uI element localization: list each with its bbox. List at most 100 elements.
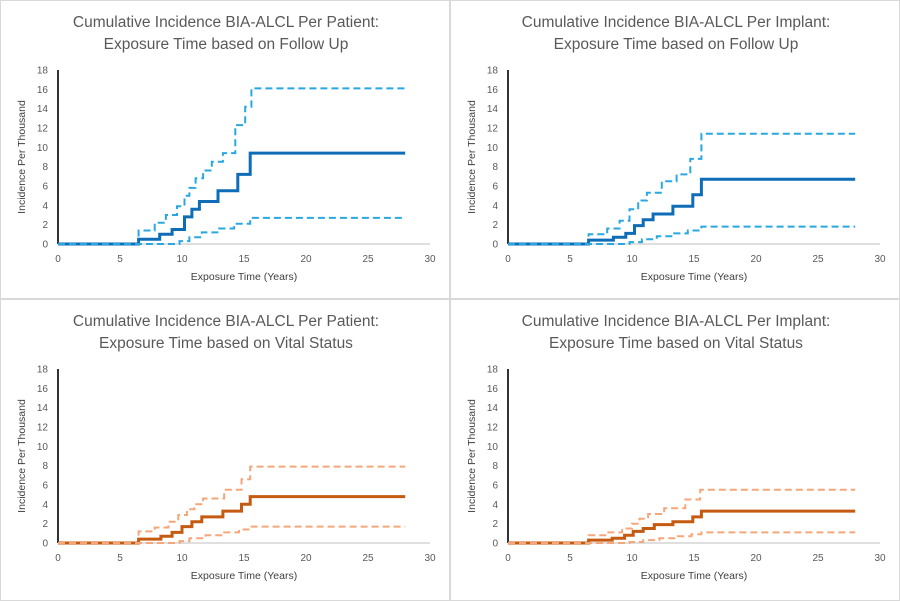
y-tick-label: 0 bbox=[42, 240, 48, 251]
series-line-upper-bound bbox=[58, 87, 406, 245]
y-tick-label: 6 bbox=[492, 182, 498, 193]
y-tick-label: 10 bbox=[37, 442, 49, 453]
y-tick-label: 8 bbox=[42, 162, 48, 173]
y-tick-label: 16 bbox=[37, 384, 49, 395]
x-tick-label: 15 bbox=[688, 553, 700, 564]
chart-title: Cumulative Incidence BIA-ALCL Per Implan… bbox=[522, 14, 831, 31]
y-axis-label: Incidence Per Thousand bbox=[466, 399, 478, 513]
y-axis-label: Incidence Per Thousand bbox=[16, 100, 28, 214]
series-line-point-estimate bbox=[58, 151, 406, 246]
x-tick-label: 10 bbox=[176, 254, 188, 265]
y-tick-label: 4 bbox=[42, 500, 48, 511]
x-tick-label: 20 bbox=[300, 254, 312, 265]
x-tick-label: 30 bbox=[874, 254, 886, 265]
y-tick-label: 12 bbox=[37, 423, 49, 434]
chart-subtitle: Exposure Time based on Follow Up bbox=[554, 36, 799, 53]
x-axis-label: Exposure Time (Years) bbox=[191, 271, 297, 283]
y-tick-label: 14 bbox=[37, 104, 49, 115]
x-tick-label: 10 bbox=[626, 553, 638, 564]
series-line-point-estimate bbox=[508, 509, 856, 545]
chart-svg: Cumulative Incidence BIA-ALCL Per Implan… bbox=[466, 313, 886, 582]
y-tick-label: 16 bbox=[487, 384, 499, 395]
y-tick-label: 8 bbox=[42, 461, 48, 472]
y-tick-label: 18 bbox=[37, 66, 49, 77]
x-tick-label: 5 bbox=[117, 553, 123, 564]
x-tick-label: 5 bbox=[567, 553, 573, 564]
chart-panel-3: Cumulative Incidence BIA-ALCL Per Patien… bbox=[1, 300, 449, 600]
x-tick-label: 5 bbox=[117, 254, 123, 265]
y-tick-label: 10 bbox=[487, 143, 499, 154]
x-tick-label: 0 bbox=[505, 254, 511, 265]
y-tick-label: 0 bbox=[492, 539, 498, 550]
x-tick-label: 25 bbox=[812, 254, 824, 265]
chart-panel-2: Cumulative Incidence BIA-ALCL Per Implan… bbox=[451, 1, 899, 298]
y-axis-label: Incidence Per Thousand bbox=[16, 399, 28, 513]
x-tick-label: 0 bbox=[55, 254, 61, 265]
chart-svg: Cumulative Incidence BIA-ALCL Per Patien… bbox=[16, 313, 436, 582]
chart-subtitle: Exposure Time based on Vital Status bbox=[99, 335, 353, 352]
chart-subtitle: Exposure Time based on Vital Status bbox=[549, 335, 803, 352]
series-line-point-estimate bbox=[58, 495, 406, 545]
series-line-upper-bound bbox=[508, 132, 856, 245]
y-tick-label: 8 bbox=[492, 461, 498, 472]
y-tick-label: 0 bbox=[492, 240, 498, 251]
x-tick-label: 0 bbox=[505, 553, 511, 564]
series-line-lower-bound bbox=[58, 525, 406, 544]
series-line-upper-bound bbox=[508, 488, 856, 544]
x-tick-label: 20 bbox=[300, 553, 312, 564]
x-tick-label: 20 bbox=[750, 254, 762, 265]
y-tick-label: 0 bbox=[42, 539, 48, 550]
x-tick-label: 30 bbox=[424, 553, 436, 564]
x-tick-label: 0 bbox=[55, 553, 61, 564]
y-tick-label: 8 bbox=[492, 162, 498, 173]
y-tick-label: 14 bbox=[487, 403, 499, 414]
series-line-lower-bound bbox=[58, 216, 406, 245]
y-tick-label: 18 bbox=[487, 365, 499, 376]
chart-panel-4: Cumulative Incidence BIA-ALCL Per Implan… bbox=[451, 300, 899, 600]
series-line-lower-bound bbox=[508, 531, 856, 544]
x-tick-label: 30 bbox=[424, 254, 436, 265]
y-tick-label: 14 bbox=[487, 104, 499, 115]
x-tick-label: 15 bbox=[238, 254, 250, 265]
y-tick-label: 4 bbox=[492, 500, 498, 511]
y-tick-label: 12 bbox=[487, 423, 499, 434]
y-tick-label: 12 bbox=[37, 124, 49, 135]
y-tick-label: 6 bbox=[492, 481, 498, 492]
x-axis-label: Exposure Time (Years) bbox=[191, 570, 297, 582]
series-line-upper-bound bbox=[58, 465, 406, 544]
y-tick-label: 2 bbox=[42, 220, 48, 231]
y-tick-label: 14 bbox=[37, 403, 49, 414]
x-tick-label: 25 bbox=[362, 254, 374, 265]
y-tick-label: 4 bbox=[492, 201, 498, 212]
x-tick-label: 30 bbox=[874, 553, 886, 564]
chart-title: Cumulative Incidence BIA-ALCL Per Patien… bbox=[73, 313, 379, 330]
y-tick-label: 18 bbox=[487, 66, 499, 77]
y-tick-label: 10 bbox=[487, 442, 499, 453]
x-tick-label: 5 bbox=[567, 254, 573, 265]
y-axis-label: Incidence Per Thousand bbox=[466, 100, 478, 214]
x-tick-label: 25 bbox=[812, 553, 824, 564]
x-tick-label: 15 bbox=[688, 254, 700, 265]
y-tick-label: 10 bbox=[37, 143, 49, 154]
y-tick-label: 2 bbox=[492, 220, 498, 231]
chart-title: Cumulative Incidence BIA-ALCL Per Patien… bbox=[73, 14, 379, 31]
series-line-point-estimate bbox=[508, 177, 856, 246]
chart-svg: Cumulative Incidence BIA-ALCL Per Patien… bbox=[16, 14, 436, 283]
x-axis-label: Exposure Time (Years) bbox=[641, 570, 747, 582]
series-line-lower-bound bbox=[508, 225, 856, 245]
x-tick-label: 20 bbox=[750, 553, 762, 564]
y-tick-label: 16 bbox=[37, 85, 49, 96]
y-tick-label: 12 bbox=[487, 124, 499, 135]
chart-title: Cumulative Incidence BIA-ALCL Per Implan… bbox=[522, 313, 831, 330]
y-tick-label: 18 bbox=[37, 365, 49, 376]
x-tick-label: 25 bbox=[362, 553, 374, 564]
y-tick-label: 4 bbox=[42, 201, 48, 212]
x-axis-label: Exposure Time (Years) bbox=[641, 271, 747, 283]
chart-panel-1: Cumulative Incidence BIA-ALCL Per Patien… bbox=[1, 1, 449, 298]
y-tick-label: 6 bbox=[42, 481, 48, 492]
x-tick-label: 15 bbox=[238, 553, 250, 564]
x-tick-label: 10 bbox=[176, 553, 188, 564]
y-tick-label: 2 bbox=[492, 519, 498, 530]
x-tick-label: 10 bbox=[626, 254, 638, 265]
